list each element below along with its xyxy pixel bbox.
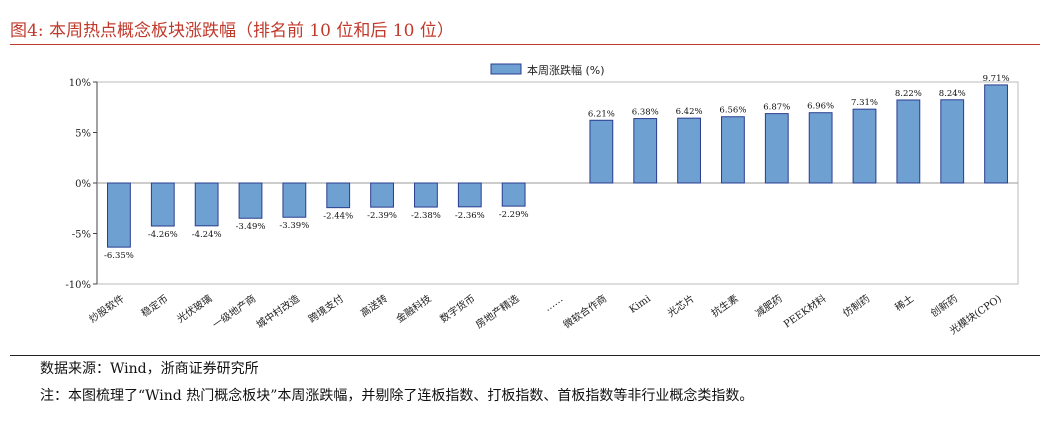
- data-label: -3.39%: [279, 221, 309, 231]
- x-tick-label: 数字货币: [437, 292, 477, 326]
- bar: [896, 99, 921, 184]
- data-label: 6.42%: [676, 107, 703, 117]
- x-tick-label: 一级地产商: [210, 292, 258, 331]
- bar: [984, 84, 1008, 184]
- x-tick-label: 城中村改造: [254, 292, 302, 331]
- x-tick-label: 房地产精选: [473, 292, 521, 331]
- bar: [764, 113, 789, 184]
- x-tick-label: ……: [543, 293, 566, 313]
- figure-title: 图4: 本周热点概念板块涨跌幅（排名前 10 位和后 10 位）: [10, 21, 454, 41]
- x-tick-label: 光芯片: [665, 292, 697, 320]
- x-tick-label: 仿制药: [840, 292, 872, 320]
- bar: [501, 182, 526, 207]
- y-tick-label: -10%: [65, 280, 91, 291]
- x-tick-label: PEEK材料: [781, 292, 828, 331]
- bar: [194, 182, 219, 227]
- x-tick-label: 减肥药: [753, 293, 784, 320]
- y-tick-label: 0%: [75, 179, 91, 190]
- y-tick-label: 5%: [75, 129, 91, 140]
- x-tick-label: 跨境支付: [306, 292, 346, 326]
- bar: [326, 182, 351, 209]
- bar: [589, 119, 614, 184]
- data-label: 6.87%: [763, 103, 790, 113]
- bar: [414, 182, 438, 208]
- data-label: -2.38%: [411, 211, 441, 221]
- data-label: -4.26%: [148, 230, 178, 240]
- data-label: -2.44%: [323, 212, 353, 222]
- data-label: -2.29%: [499, 210, 529, 220]
- bar: [721, 116, 745, 184]
- data-label: 9.71%: [983, 74, 1010, 84]
- data-label: -4.24%: [192, 230, 222, 240]
- data-label: 7.31%: [851, 98, 878, 108]
- data-label: 6.38%: [632, 108, 659, 118]
- bar: [808, 112, 833, 184]
- bar: [370, 182, 394, 208]
- bar: [940, 99, 965, 184]
- x-tick-label: 稳定币: [138, 292, 170, 320]
- bar-chart: 10% 5% 0% -5% -10% 本周涨跌幅 (%) -6.35% 炒股软件 -4.26% 稳…: [65, 63, 1019, 337]
- x-tick-label: 高送转: [358, 292, 390, 320]
- data-label: 8.24%: [939, 89, 966, 99]
- x-tick-label: Kimi: [627, 293, 652, 315]
- bar: [457, 182, 482, 208]
- data-source: 数据来源：Wind，浙商证券研究所: [40, 361, 259, 377]
- data-label: -2.39%: [367, 211, 397, 221]
- bar: [150, 182, 175, 227]
- y-tick-label: -5%: [72, 230, 91, 241]
- y-tick-label: 10%: [69, 78, 91, 89]
- legend-swatch: [490, 63, 522, 75]
- legend-label: 本周涨跌幅 (%): [527, 63, 605, 77]
- bar: [107, 182, 131, 248]
- x-tick-label: 光伏玻璃: [174, 292, 214, 326]
- data-label: 6.21%: [588, 109, 615, 119]
- data-label: 8.22%: [895, 89, 922, 99]
- x-tick-label: 金融科技: [393, 292, 433, 326]
- bottom-rule: [10, 355, 1040, 356]
- bar: [282, 182, 307, 218]
- figure-note: 注：本图梳理了“Wind 热门概念板块”本周涨跌幅，并剔除了连板指数、打板指数、…: [40, 388, 754, 404]
- data-label: -2.36%: [455, 211, 485, 221]
- bar: [633, 118, 658, 184]
- bar: [677, 117, 701, 184]
- x-tick-label: 稀土: [892, 292, 916, 314]
- x-tick-label: 炒股软件: [86, 292, 126, 326]
- bar: [852, 108, 877, 184]
- x-tick-label: 微软合作商: [561, 292, 609, 331]
- bar: [238, 182, 263, 219]
- data-label: -6.35%: [104, 251, 134, 261]
- data-label: -3.49%: [236, 222, 266, 232]
- title-rule: [10, 44, 1040, 45]
- data-label: 6.96%: [807, 102, 834, 112]
- x-tick-label: 抗生素: [709, 292, 741, 320]
- x-tick-label: 创新药: [928, 292, 960, 320]
- data-label: 6.56%: [719, 106, 746, 116]
